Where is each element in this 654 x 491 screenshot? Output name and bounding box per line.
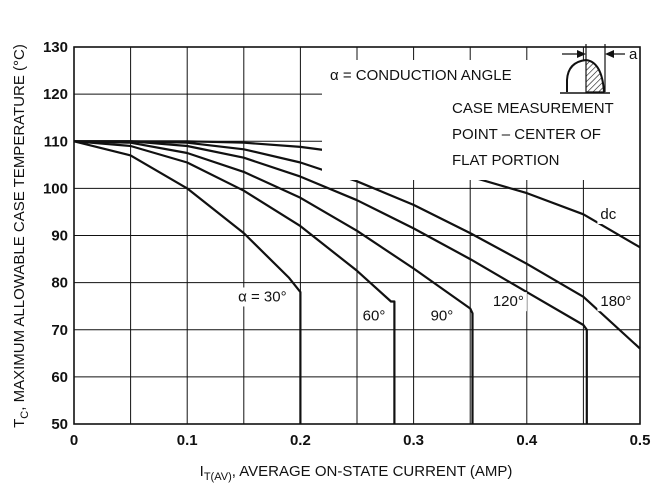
case-measurement-line-2: POINT – CENTER OF [452,126,601,143]
case-measurement-line-3: FLAT PORTION [452,152,560,169]
y-tick-label: 120 [43,86,68,103]
series-label-background [359,306,389,326]
x-tick-label: 0.4 [516,432,538,449]
y-tick-label: 70 [51,322,68,339]
series-label-background [597,205,620,225]
x-axis-label: IT(AV), AVERAGE ON-STATE CURRENT (AMP) [200,463,513,483]
x-tick-label: 0.3 [403,432,424,449]
series-label-background [427,306,457,326]
y-tick-label: 130 [43,39,68,56]
conduction-angle-label: α = CONDUCTION ANGLE [330,67,512,84]
y-tick-label: 50 [51,416,68,433]
case-measurement-line-1: CASE MEASUREMENT [452,100,614,117]
y-tick-label: 60 [51,369,68,386]
plot-frame [73,46,641,425]
series-label: 180° [600,293,631,310]
tick-layer: 0 0.1 0.2 0.3 0.4 0.5 50 60 70 80 90 100 110 120 130 [43,39,650,449]
series-curve [73,140,474,424]
x-tick-label: 0.1 [177,432,198,449]
series-curve [73,140,302,424]
series-label-layer: α = 30° 60° 90° 120° 180° dc [235,205,635,326]
y-tick-label: 100 [43,180,68,197]
series-label-background [235,287,290,307]
series-curve [74,140,588,424]
annotation-panel: α = CONDUCTION ANGLE a CASE MEASUREMENT … [322,44,640,180]
y-tick-label: 90 [51,228,68,245]
series-label: dc [600,206,616,223]
y-tick-label: 80 [51,275,68,292]
x-tick-label: 0.5 [630,432,651,449]
x-tick-label: 0.2 [290,432,311,449]
y-tick-label: 110 [44,133,68,150]
series-label: α = 30° [238,288,286,305]
series-curve [73,140,396,424]
x-tick-label: 0 [70,432,78,449]
series-label: 120° [493,293,524,310]
series-label: 60° [363,307,386,324]
waveform-icon [560,44,625,94]
series-label: 90° [431,307,454,324]
a-label: a [629,46,638,63]
series-label-background [489,292,527,312]
series-label-background [597,292,635,312]
y-axis-label: TC, MAXIMUM ALLOWABLE CASE TEMPERATURE (… [11,44,31,428]
